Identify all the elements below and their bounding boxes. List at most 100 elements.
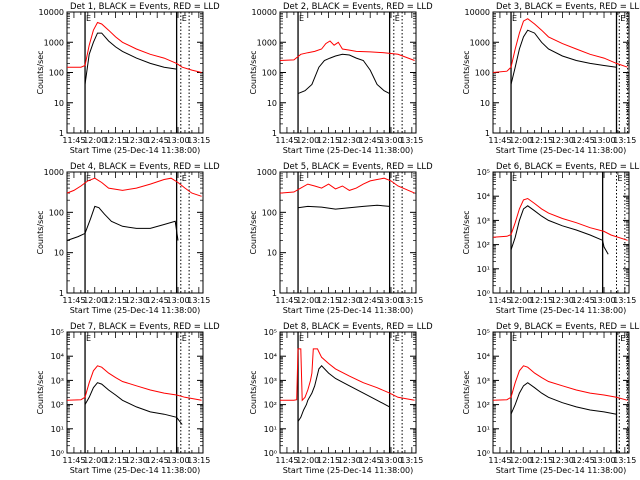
x-axis-label: Start Time (25-Dec-14 11:38:00) bbox=[70, 466, 201, 475]
time-marker-label: E bbox=[620, 334, 625, 343]
x-tick-label: 12:00 bbox=[83, 296, 106, 305]
x-axis-label: Start Time (25-Dec-14 11:38:00) bbox=[496, 466, 627, 475]
plot-frame bbox=[66, 331, 204, 454]
x-tick-label: 12:00 bbox=[296, 136, 319, 145]
x-axis-label: Start Time (25-Dec-14 11:38:00) bbox=[283, 146, 414, 155]
x-axis-label: Start Time (25-Dec-14 11:38:00) bbox=[283, 306, 414, 315]
x-tick-label: 13:15 bbox=[613, 296, 636, 305]
x-tick-label: 13:00 bbox=[166, 456, 189, 465]
x-tick-label: 13:00 bbox=[592, 456, 615, 465]
detector-plot: 1 10 100 1000 10000 11:4512:0012:1512:3012:45… bbox=[249, 2, 433, 155]
y-tick-label: 10⁵ bbox=[477, 168, 490, 177]
plot-frame bbox=[279, 11, 417, 134]
y-tick-label: 10¹ bbox=[477, 265, 490, 274]
x-tick-label: 12:00 bbox=[83, 136, 106, 145]
x-tick-label: 11:45 bbox=[275, 136, 298, 145]
y-tick-label: 100 bbox=[262, 69, 277, 78]
x-tick-label: 13:00 bbox=[592, 136, 615, 145]
x-tick-label: 12:45 bbox=[359, 136, 382, 145]
time-marker-label: E bbox=[182, 174, 187, 183]
events-series-line bbox=[510, 29, 617, 85]
x-tick-label: 11:45 bbox=[62, 136, 85, 145]
lld-series-line bbox=[492, 197, 628, 241]
plot-frame bbox=[279, 171, 417, 294]
x-tick-label: 12:30 bbox=[551, 456, 574, 465]
y-tick-label: 10⁰ bbox=[264, 449, 277, 458]
x-tick-label: 12:30 bbox=[551, 136, 574, 145]
detector-plot: 1 10 100 1000 10000 11:4512:0012:1512:3012:45… bbox=[462, 2, 640, 155]
time-marker-label: E bbox=[299, 14, 304, 23]
plot-title: Det 2, BLACK = Events, RED = LLD bbox=[283, 2, 433, 12]
y-axis-label: Counts/sec bbox=[249, 50, 258, 94]
x-tick-label: 12:15 bbox=[104, 136, 127, 145]
x-tick-label: 13:00 bbox=[166, 296, 189, 305]
y-tick-label: 10⁵ bbox=[51, 328, 64, 337]
y-tick-label: 1000 bbox=[257, 168, 277, 177]
detector-plot: 1 10 100 1000 11:4512:0012:1512:3012:4513:00… bbox=[249, 162, 433, 315]
x-tick-label: 12:15 bbox=[317, 456, 340, 465]
y-tick-label: 1000 bbox=[257, 38, 277, 47]
x-tick-label: 11:45 bbox=[275, 456, 298, 465]
x-axis-label: Start Time (25-Dec-14 11:38:00) bbox=[496, 306, 627, 315]
x-tick-label: 11:45 bbox=[62, 296, 85, 305]
y-axis-label: Counts/sec bbox=[462, 210, 471, 254]
y-tick-label: 10⁴ bbox=[51, 352, 64, 361]
x-tick-label: 13:00 bbox=[379, 136, 402, 145]
x-tick-label: 12:30 bbox=[338, 296, 361, 305]
plot-title: Det 4, BLACK = Events, RED = LLD bbox=[70, 162, 220, 172]
x-tick-label: 12:15 bbox=[104, 456, 127, 465]
y-tick-label: 10 bbox=[54, 99, 64, 108]
events-series-line bbox=[510, 382, 617, 415]
y-axis-label: Counts/sec bbox=[462, 370, 471, 414]
x-tick-label: 13:15 bbox=[187, 136, 210, 145]
x-tick-label: 12:30 bbox=[338, 136, 361, 145]
x-tick-label: 12:15 bbox=[317, 136, 340, 145]
detector-plot: 1 10 100 1000 11:4512:0012:1512:3012:4513:00… bbox=[36, 162, 220, 315]
x-tick-label: 12:30 bbox=[125, 296, 148, 305]
x-tick-label: 13:15 bbox=[187, 456, 210, 465]
plot-title: Det 3, BLACK = Events, RED = LLD bbox=[496, 2, 640, 12]
x-axis-label: Start Time (25-Dec-14 11:38:00) bbox=[283, 466, 414, 475]
y-tick-label: 10³ bbox=[51, 376, 64, 385]
x-tick-label: 13:15 bbox=[613, 136, 636, 145]
x-tick-label: 12:45 bbox=[572, 136, 595, 145]
x-tick-label: 12:15 bbox=[317, 296, 340, 305]
x-tick-label: 12:30 bbox=[338, 456, 361, 465]
detector-plot: 10⁰ 10¹ 10² 10³ 10⁴ 10⁵ 11:4512:0012:1512:3012… bbox=[249, 322, 433, 475]
x-tick-label: 13:00 bbox=[379, 296, 402, 305]
y-axis-label: Counts/sec bbox=[249, 210, 258, 254]
y-tick-label: 10 bbox=[267, 249, 277, 258]
x-tick-label: 11:45 bbox=[488, 296, 511, 305]
x-axis-label: Start Time (25-Dec-14 11:38:00) bbox=[70, 146, 201, 155]
events-series-line bbox=[297, 53, 390, 95]
y-tick-label: 100 bbox=[49, 208, 64, 217]
y-tick-label: 10⁰ bbox=[51, 449, 64, 458]
time-marker-label: E bbox=[182, 334, 187, 343]
x-tick-label: 12:00 bbox=[296, 296, 319, 305]
y-tick-label: 100 bbox=[49, 69, 64, 78]
x-tick-label: 13:00 bbox=[592, 296, 615, 305]
time-marker-label: E bbox=[86, 334, 91, 343]
y-tick-label: 10⁵ bbox=[477, 328, 490, 337]
time-marker-label: E bbox=[395, 14, 400, 23]
x-tick-label: 12:30 bbox=[125, 456, 148, 465]
y-tick-label: 1 bbox=[272, 289, 277, 298]
y-tick-label: 10³ bbox=[477, 216, 490, 225]
x-tick-label: 11:45 bbox=[488, 456, 511, 465]
y-tick-label: 10² bbox=[477, 401, 490, 410]
plot-frame bbox=[66, 11, 204, 134]
plot-title: Det 1, BLACK = Events, RED = LLD bbox=[70, 2, 220, 12]
events-series-line bbox=[66, 205, 179, 241]
plot-title: Det 7, BLACK = Events, RED = LLD bbox=[70, 322, 220, 332]
x-tick-label: 12:45 bbox=[572, 296, 595, 305]
y-tick-label: 10⁴ bbox=[264, 352, 277, 361]
x-tick-label: 12:00 bbox=[83, 456, 106, 465]
y-tick-label: 100 bbox=[262, 208, 277, 217]
x-axis-label: Start Time (25-Dec-14 11:38:00) bbox=[496, 146, 627, 155]
events-series-line bbox=[297, 365, 390, 422]
x-tick-label: 12:00 bbox=[296, 456, 319, 465]
y-tick-label: 10 bbox=[267, 99, 277, 108]
y-tick-label: 10⁰ bbox=[477, 289, 490, 298]
x-tick-label: 13:15 bbox=[613, 456, 636, 465]
